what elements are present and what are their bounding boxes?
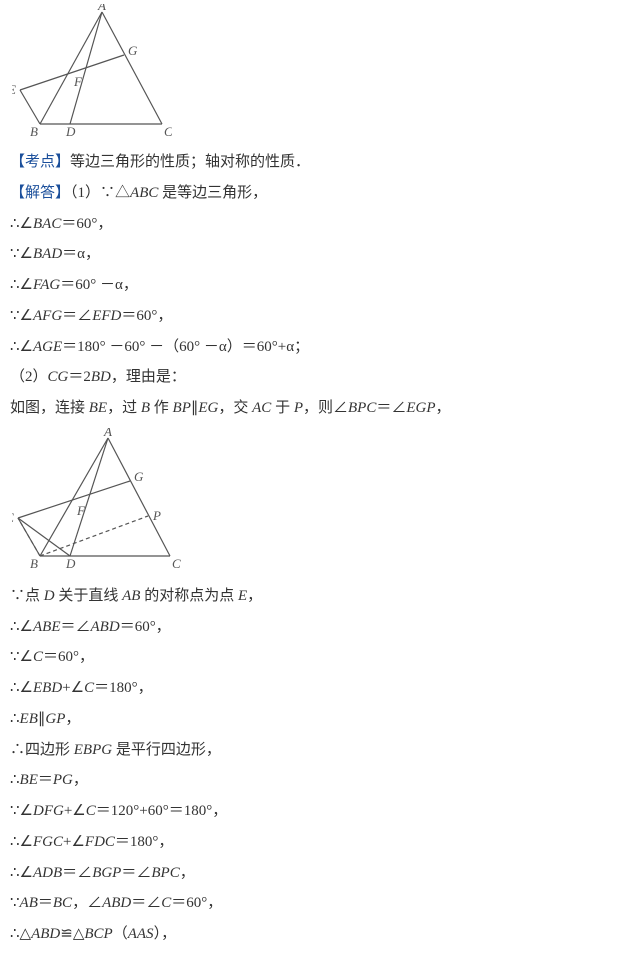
proof-line: ∵∠AFG＝∠EFD＝60°， bbox=[10, 301, 630, 332]
proof-line: ∴∠BAC＝60°， bbox=[10, 209, 630, 240]
svg-text:E: E bbox=[12, 510, 14, 525]
proof-line: （2）CG＝2BD，理由是： bbox=[10, 362, 630, 393]
proof-line: ∴∠ADB＝∠BGP＝∠BPC， bbox=[10, 858, 630, 889]
svg-text:P: P bbox=[152, 508, 161, 523]
proof-line: ∴∠FAG＝60° －α， bbox=[10, 270, 630, 301]
svg-text:B: B bbox=[30, 556, 38, 571]
svg-text:F: F bbox=[76, 503, 86, 518]
proof-line: ∴四边形 EBPG 是平行四边形， bbox=[10, 735, 630, 766]
proof-line: ∵∠BAD＝α， bbox=[10, 239, 630, 270]
svg-text:G: G bbox=[134, 469, 144, 484]
proof-line: ∵AB＝BC，∠ABD＝∠C＝60°， bbox=[10, 888, 630, 919]
topic-text: 等边三角形的性质；轴对称的性质． bbox=[70, 154, 310, 170]
proof-line: ∴△ABD≌△BCP（AAS）， bbox=[10, 919, 630, 950]
svg-text:D: D bbox=[65, 124, 76, 139]
proof-line: ∴BE＝PG， bbox=[10, 765, 630, 796]
svg-text:E: E bbox=[12, 82, 16, 97]
svg-text:A: A bbox=[97, 4, 106, 13]
proof-line: 如图，连接 BE，过 B 作 BP∥EG，交 AC 于 P，则∠BPC＝∠EGP… bbox=[10, 393, 630, 424]
solution-line-1: 【解答】（1）∵△ABC 是等边三角形， bbox=[10, 178, 630, 209]
svg-text:C: C bbox=[172, 556, 181, 571]
proof-line: ∵点 D 关于直线 AB 的对称点为点 E， bbox=[10, 581, 630, 612]
proof-line: ∴∠FGC+∠FDC＝180°， bbox=[10, 827, 630, 858]
svg-text:A: A bbox=[103, 428, 112, 439]
geometry-diagram-2: A B C D E F G P bbox=[12, 428, 630, 573]
svg-text:C: C bbox=[164, 124, 172, 139]
proof-line: ∴∠EBD+∠C＝180°， bbox=[10, 673, 630, 704]
svg-text:B: B bbox=[30, 124, 38, 139]
proof-line: ∴EB∥GP， bbox=[10, 704, 630, 735]
svg-text:F: F bbox=[73, 74, 83, 89]
proof-line: ∵∠DFG+∠C＝120°+60°＝180°， bbox=[10, 796, 630, 827]
svg-text:D: D bbox=[65, 556, 76, 571]
solution-label: 【解答】 bbox=[10, 185, 70, 201]
proof-line: ∴∠ABE＝∠ABD＝60°， bbox=[10, 612, 630, 643]
topic-label: 【考点】 bbox=[10, 154, 70, 170]
geometry-diagram-1: A B C D E F G bbox=[12, 4, 630, 139]
topic-line: 【考点】等边三角形的性质；轴对称的性质． bbox=[10, 147, 630, 178]
proof-line: ∴∠AGE＝180° －60° －（60° －α）＝60°+α； bbox=[10, 332, 630, 363]
svg-text:G: G bbox=[128, 43, 138, 58]
proof-line: ∵∠C＝60°， bbox=[10, 642, 630, 673]
